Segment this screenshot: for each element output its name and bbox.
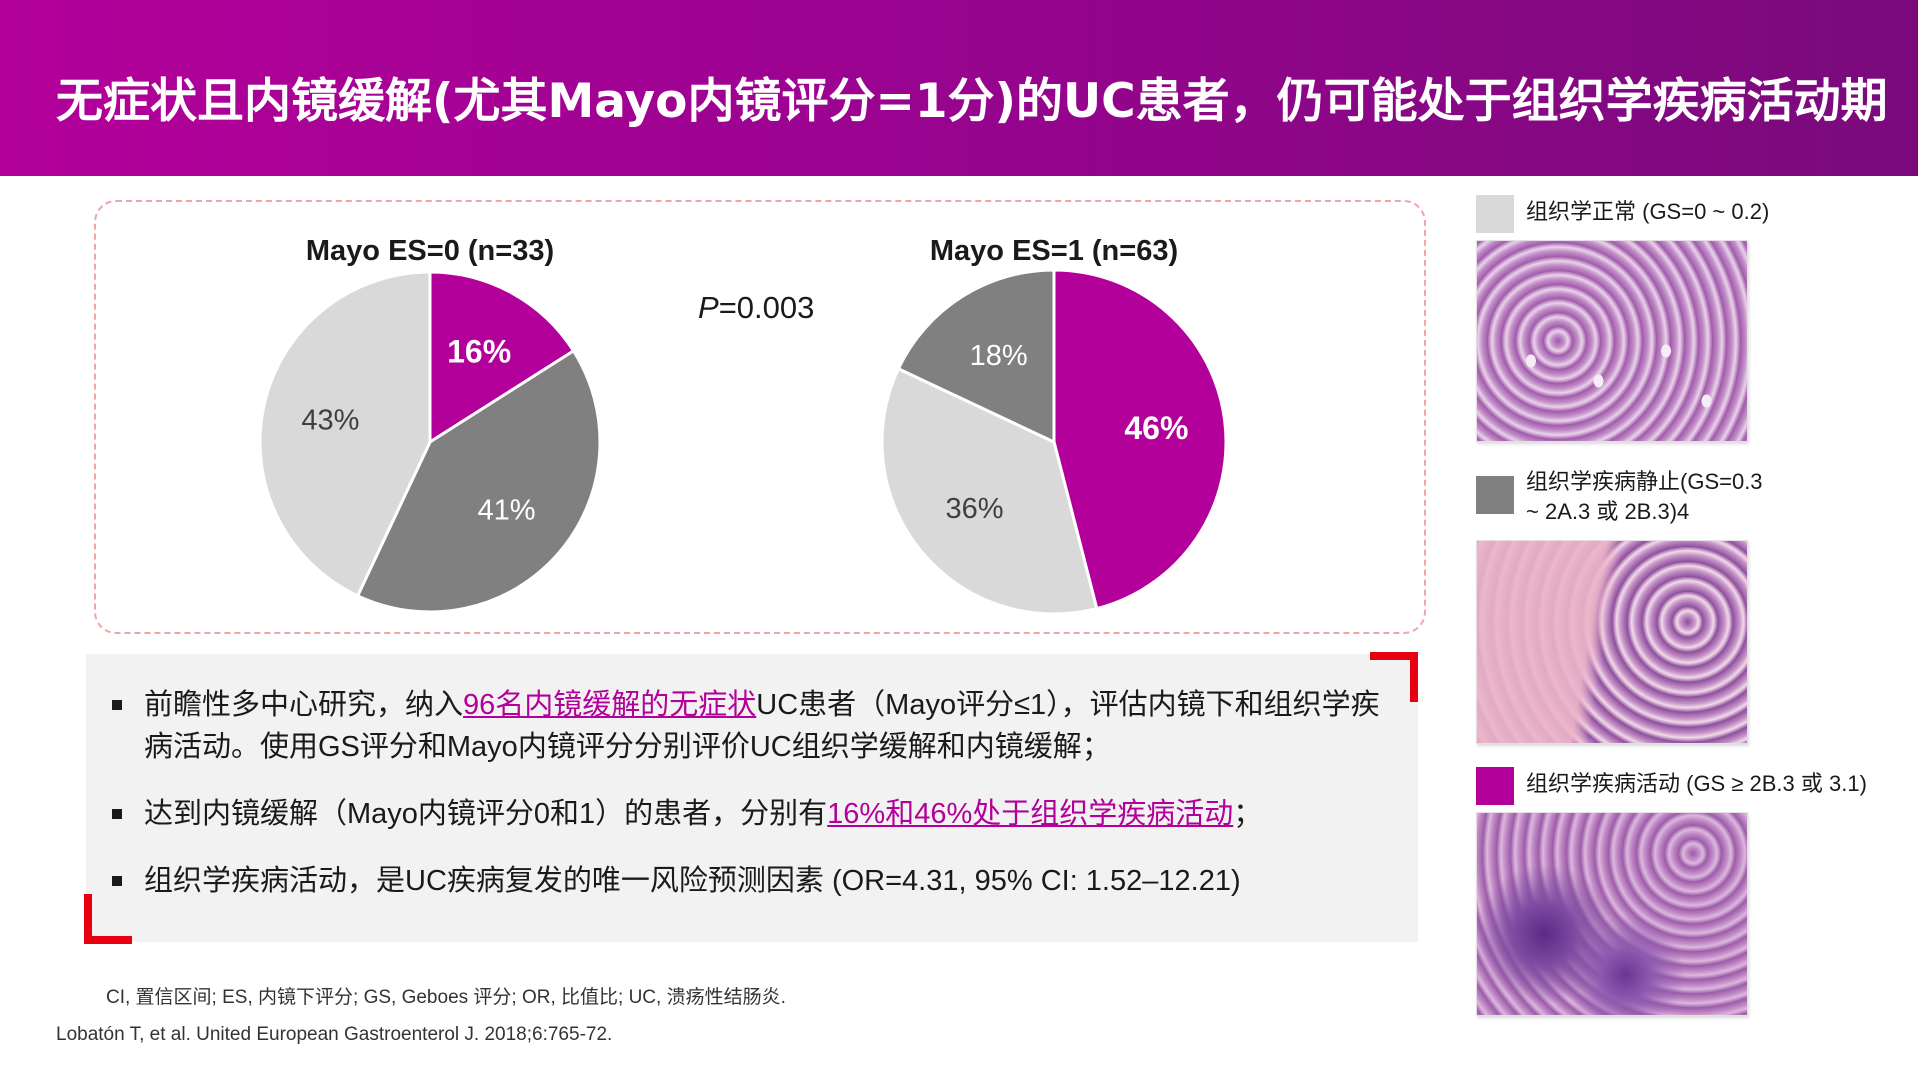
highlight-text: 16%和46%处于组织学疾病活动	[827, 798, 1234, 830]
pie-slice-label: 18%	[970, 340, 1028, 372]
bullet-risk-factor: 组织学疾病活动，是UC疾病复发的唯一风险预测因素 (OR=4.31, 95% C…	[112, 860, 1392, 902]
page-title: 无症状且内镜缓解(尤其Mayo内镜评分=1分)的UC患者，仍可能处于组织学疾病活…	[56, 74, 1888, 129]
pie-title-mayo-es1: Mayo ES=1 (n=63)	[930, 235, 1178, 267]
legend-swatch-quiescent	[1476, 476, 1514, 514]
histology-image-active	[1476, 812, 1748, 1016]
title-banner: 无症状且内镜缓解(尤其Mayo内镜评分=1分)的UC患者，仍可能处于组织学疾病活…	[0, 0, 1918, 176]
pie-slice-label: 41%	[477, 494, 535, 526]
pie-slice-label: 36%	[945, 493, 1003, 525]
pie-title-mayo-es0: Mayo ES=0 (n=33)	[306, 235, 554, 267]
pie-mayo-es0: 16% 41% 43%	[258, 270, 602, 614]
pie-slice	[428, 270, 576, 445]
reference-footnote: Lobatón T, et al. United European Gastro…	[56, 1024, 613, 1045]
pie-slice	[880, 366, 1099, 616]
pie-charts-frame	[94, 200, 1426, 634]
pie-slice-label: 46%	[1124, 410, 1188, 446]
p-value: P=0.003	[698, 290, 815, 325]
legend-label-active: 组织学疾病活动 (GS ≥ 2B.3 或 3.1)	[1526, 771, 1867, 796]
pie-slice-label: 43%	[301, 405, 359, 437]
legend-label-quiescent: 组织学疾病静止(GS=0.3 ~ 2A.3 或 2B.3)4	[1526, 469, 1763, 524]
pie-slice	[1052, 268, 1228, 611]
abbreviation-footnote: CI, 置信区间; ES, 内镜下评分; GS, Geboes 评分; OR, …	[106, 987, 786, 1008]
pie-slice	[355, 348, 602, 614]
corner-bracket-bottom-left	[84, 894, 132, 944]
bullet-remission-result: 达到内镜缓解（Mayo内镜评分0和1）的患者，分别有16%和46%处于组织学疾病…	[112, 793, 1392, 835]
pie-mayo-es1: 46% 36% 18%	[880, 268, 1228, 616]
pie-slice	[896, 268, 1056, 445]
bullet-square-icon	[112, 700, 122, 710]
summary-box	[86, 654, 1418, 942]
corner-bracket-top-right	[1370, 652, 1418, 702]
pie-slice-label: 16%	[447, 334, 511, 370]
legend-label-normal: 组织学正常 (GS=0 ~ 0.2)	[1526, 199, 1770, 224]
bullet-square-icon	[112, 876, 122, 886]
bullet-study-design: 前瞻性多中心研究，纳入96名内镜缓解的无症状UC患者（Mayo评分≤1），评估内…	[112, 684, 1392, 768]
bullet-square-icon	[112, 809, 122, 819]
pie-charts: Mayo ES=0 (n=33) Mayo ES=1 (n=63) 16% 41%…	[258, 235, 1228, 616]
highlight-text: 96名内镜缓解的无症状	[463, 689, 757, 721]
legend-swatch-normal	[1476, 195, 1514, 233]
pie-slice	[258, 270, 432, 598]
histology-image-normal	[1476, 240, 1748, 442]
histology-image-quiescent	[1476, 540, 1748, 744]
legend-swatch-active	[1476, 767, 1514, 805]
